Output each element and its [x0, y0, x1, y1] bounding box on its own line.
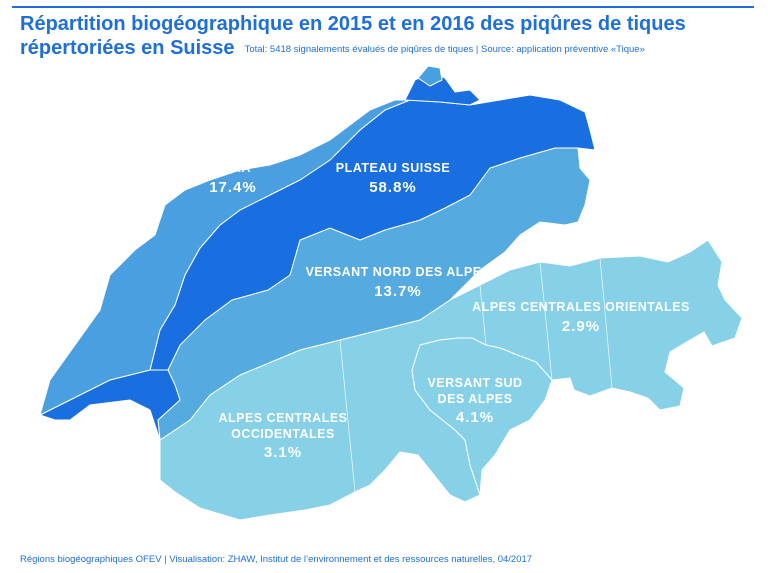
title-line-2-text: répertoriées en Suisse [20, 37, 235, 59]
label-south-alps-name-1: VERSANT SUD [427, 376, 522, 390]
label-east-alps-value: 2.9% [562, 318, 600, 335]
label-jura-name: JURA [215, 161, 251, 175]
label-west-alps-name-2: OCCIDENTALES [231, 427, 335, 441]
title-line-2: répertoriées en Suisse Total: 5418 signal… [20, 36, 760, 62]
canton-borders [339, 257, 613, 493]
label-plateau-name: PLATEAU SUISSE [336, 161, 450, 175]
label-south-alps-value: 4.1% [456, 409, 494, 426]
title-rule [12, 6, 754, 8]
label-plateau-value: 58.8% [369, 179, 417, 196]
label-north-alps-name: VERSANT NORD DES ALPES [306, 265, 491, 279]
footer-credit: Régions biogéographiques OFEV | Visualis… [20, 554, 533, 565]
region-north-enclave [404, 71, 481, 106]
label-west-alps-value: 3.1% [264, 444, 302, 461]
switzerland-map: JURA 17.4% PLATEAU SUISSE 58.8% VERSANT … [38, 65, 743, 521]
label-west-alps-name-1: ALPES CENTRALES [218, 411, 347, 425]
label-south-alps-name-2: DES ALPES [438, 392, 513, 406]
region-south-alps [411, 337, 553, 496]
region-north-enclave-jura [417, 65, 443, 87]
subtitle: Total: 5418 signalements évalués de piqû… [244, 44, 645, 55]
label-north-alps-value: 13.7% [374, 283, 422, 300]
label-jura-value: 17.4% [209, 179, 257, 196]
region-central-alps [159, 239, 743, 521]
label-east-alps-name: ALPES CENTRALES ORIENTALES [472, 300, 690, 314]
region-jura [39, 99, 411, 416]
header: Répartition biogéographique en 2015 et e… [20, 12, 760, 62]
title-line-1: Répartition biogéographique en 2015 et e… [20, 13, 686, 35]
lake-geneva [70, 400, 155, 432]
